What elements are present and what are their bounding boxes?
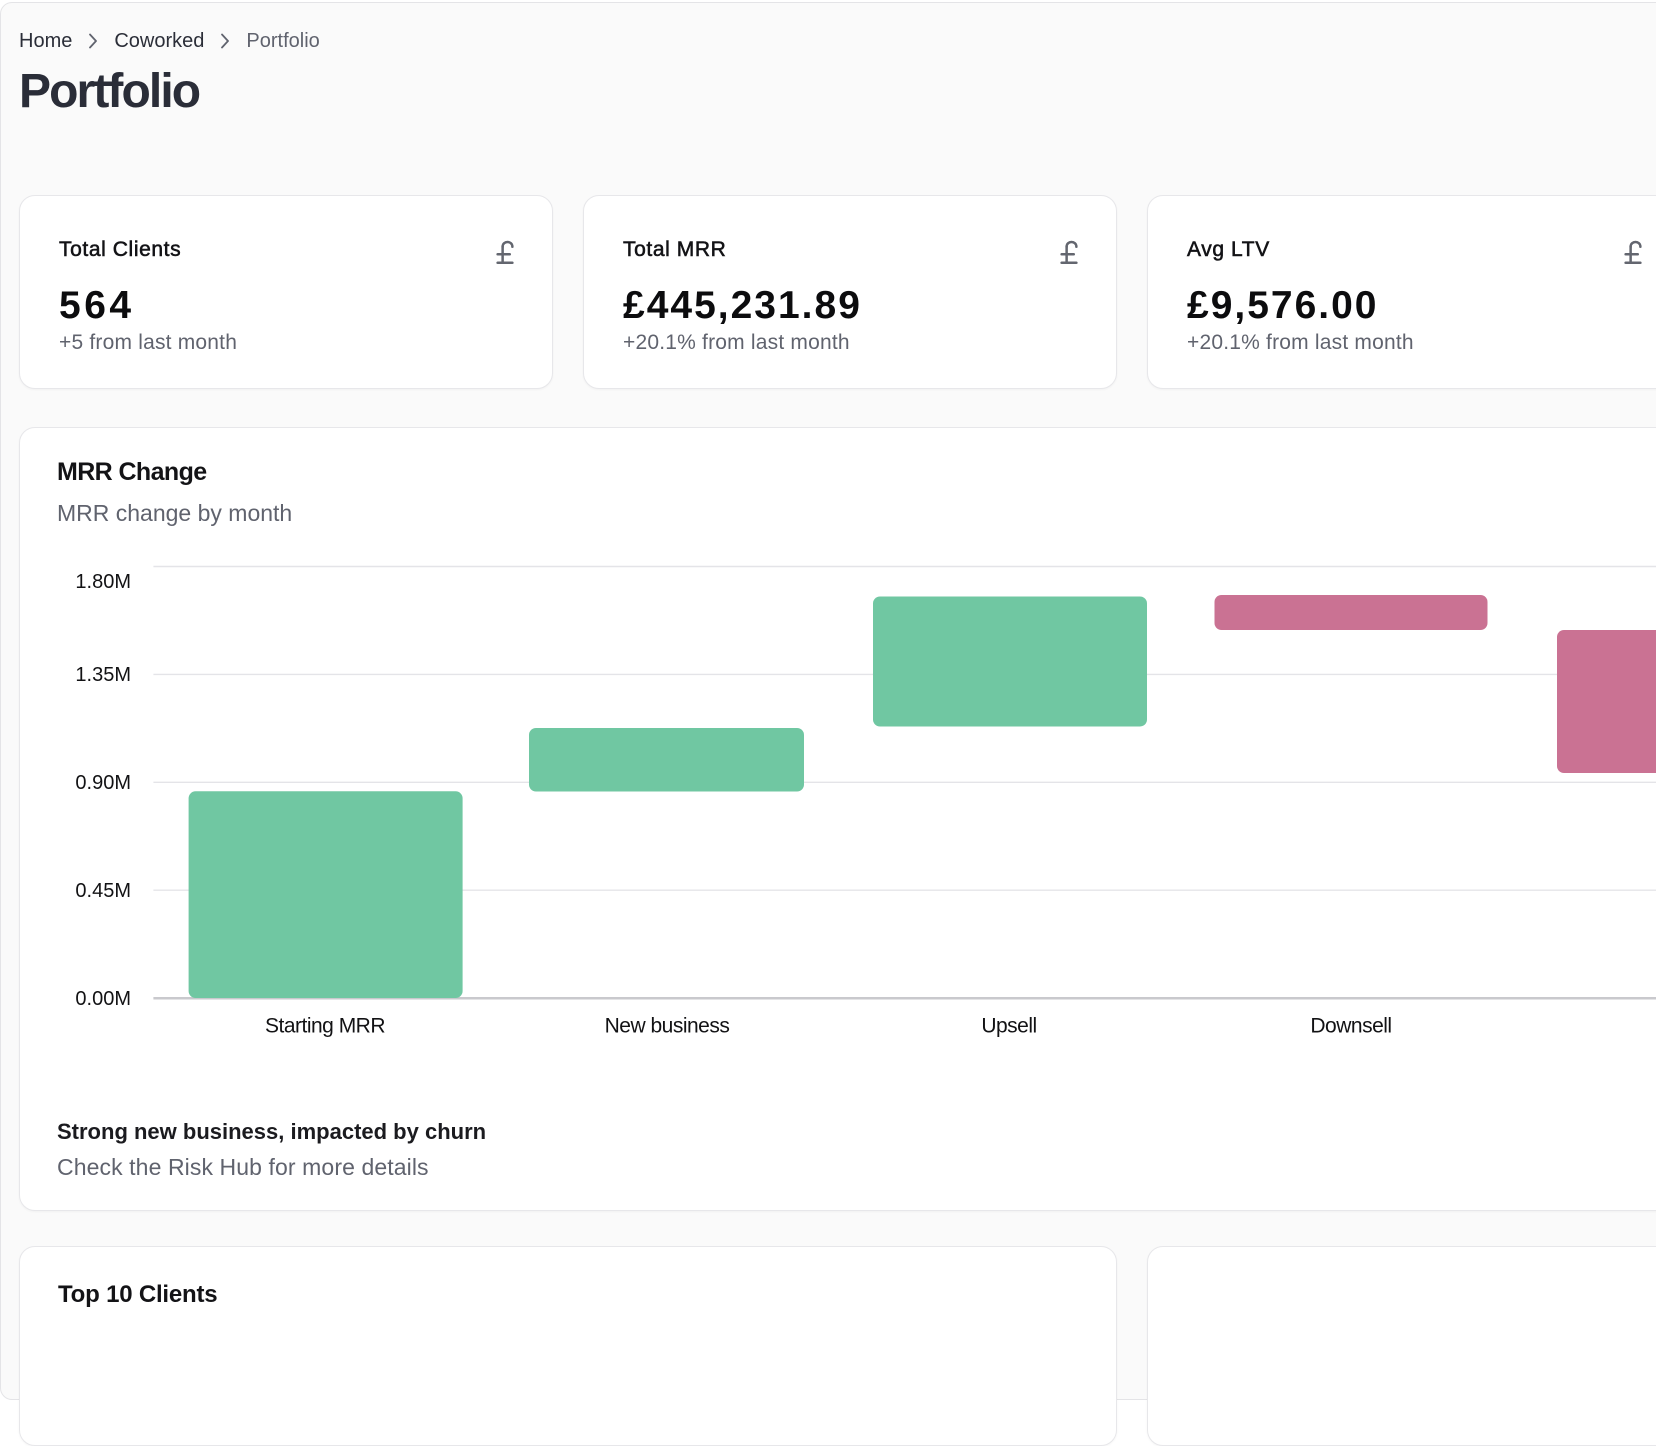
svg-text:1.80M: 1.80M — [75, 571, 131, 593]
svg-text:1.35M: 1.35M — [75, 664, 131, 686]
svg-text:Upsell: Upsell — [981, 1015, 1036, 1038]
svg-text:New business: New business — [605, 1015, 730, 1038]
svg-text:Starting MRR: Starting MRR — [265, 1015, 385, 1038]
svg-text:Downsell: Downsell — [1310, 1015, 1391, 1038]
svg-text:0.45M: 0.45M — [75, 880, 131, 902]
svg-text:0.90M: 0.90M — [75, 772, 131, 794]
svg-text:0.00M: 0.00M — [75, 988, 131, 1010]
